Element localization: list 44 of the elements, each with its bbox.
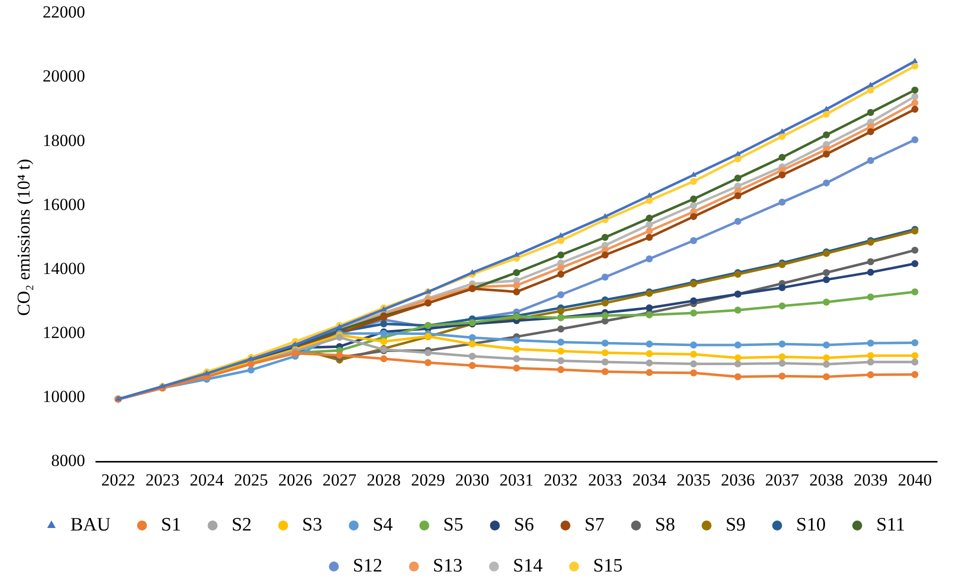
y-tick-label: 16000 <box>42 194 86 214</box>
legend-label: S9 <box>726 514 746 536</box>
legend-label: S2 <box>232 514 252 536</box>
legend-label: S15 <box>593 555 623 576</box>
legend-label: BAU <box>70 514 111 536</box>
y-tick-label: 22000 <box>42 2 86 22</box>
x-tick-label: 2029 <box>411 470 446 490</box>
x-tick-label: 2031 <box>500 470 534 490</box>
x-tick-label: 2028 <box>366 470 401 490</box>
x-tick-label: 2022 <box>101 470 136 490</box>
legend-label: S4 <box>372 514 394 536</box>
x-tick-label: 2038 <box>809 470 844 490</box>
x-tick-label: 2030 <box>455 470 490 490</box>
x-tick-label: 2023 <box>145 470 180 490</box>
x-tick-label: 2034 <box>632 470 667 490</box>
legend-label: S13 <box>432 555 463 576</box>
x-tick-label: 2025 <box>234 470 268 490</box>
legend-label: S1 <box>161 514 182 536</box>
legend-label: S14 <box>513 555 544 576</box>
y-tick-label: 12000 <box>42 322 86 342</box>
y-tick-label: 18000 <box>42 130 86 150</box>
x-tick-label: 2027 <box>322 470 358 490</box>
y-axis-title: CO₂ emissions (10⁴ t) <box>14 158 34 316</box>
y-tick-label: 8000 <box>51 451 86 470</box>
x-tick-label: 2040 <box>898 470 932 490</box>
x-tick-label: 2026 <box>278 470 312 490</box>
legend-label: S5 <box>443 514 464 536</box>
legend-label: S11 <box>876 514 906 536</box>
x-tick-label: 2033 <box>588 470 622 490</box>
x-tick-label: 2024 <box>190 470 224 490</box>
x-tick-label: 2039 <box>854 470 888 490</box>
x-tick-label: 2036 <box>720 470 755 490</box>
y-tick-label: 20000 <box>42 66 86 86</box>
legend-label: S6 <box>514 514 534 536</box>
legend-label: S7 <box>584 514 605 536</box>
legend-label: S8 <box>655 514 676 536</box>
legend-label: S3 <box>302 514 322 536</box>
legend-label: S12 <box>352 555 382 576</box>
y-tick-label: 10000 <box>42 387 86 406</box>
y-tick-label: 14000 <box>42 258 86 278</box>
x-tick-label: 2035 <box>676 470 711 490</box>
x-tick-label: 2032 <box>544 470 578 490</box>
x-tick-label: 2037 <box>765 470 800 490</box>
legend-label: S10 <box>796 514 826 536</box>
